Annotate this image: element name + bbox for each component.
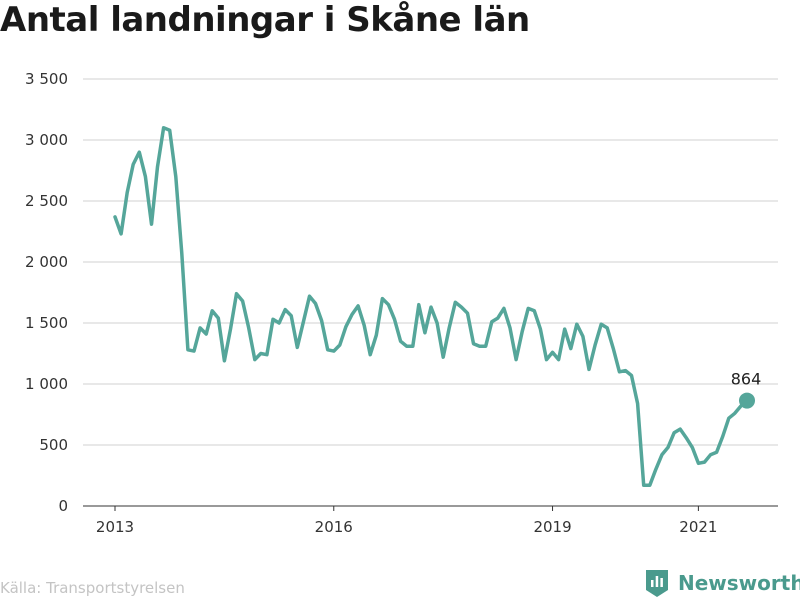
chart-title: Antal landningar i Skåne län xyxy=(0,0,530,40)
last-value-label: 864 xyxy=(731,370,762,389)
y-tick-label: 3 000 xyxy=(25,131,68,149)
bar-chart-badge-icon xyxy=(646,570,668,597)
brand-name: Newsworthy xyxy=(678,571,800,595)
y-tick-label: 2 500 xyxy=(25,192,68,210)
x-tick-label: 2013 xyxy=(96,518,134,536)
y-tick-label: 1 000 xyxy=(25,375,68,393)
y-axis-labels: 0 500 1 000 1 500 2 000 2 500 3 000 3 500 xyxy=(25,70,68,515)
x-axis-labels: 2013 2016 2019 2021 xyxy=(96,518,718,536)
x-axis-ticks xyxy=(114,506,699,511)
brand-logo: Newsworthy xyxy=(644,568,800,598)
y-tick-label: 500 xyxy=(39,436,68,454)
x-tick-label: 2021 xyxy=(679,518,717,536)
y-tick-label: 0 xyxy=(58,497,68,515)
gridlines xyxy=(83,78,778,446)
source-note: Källa: Transportstyrelsen xyxy=(0,579,185,597)
x-tick-label: 2019 xyxy=(533,518,571,536)
last-value-marker xyxy=(739,392,755,409)
y-tick-label: 2 000 xyxy=(25,253,68,271)
x-tick-label: 2016 xyxy=(315,518,353,536)
y-tick-label: 3 500 xyxy=(25,70,68,88)
series-line xyxy=(113,126,749,488)
y-tick-label: 1 500 xyxy=(25,314,68,332)
